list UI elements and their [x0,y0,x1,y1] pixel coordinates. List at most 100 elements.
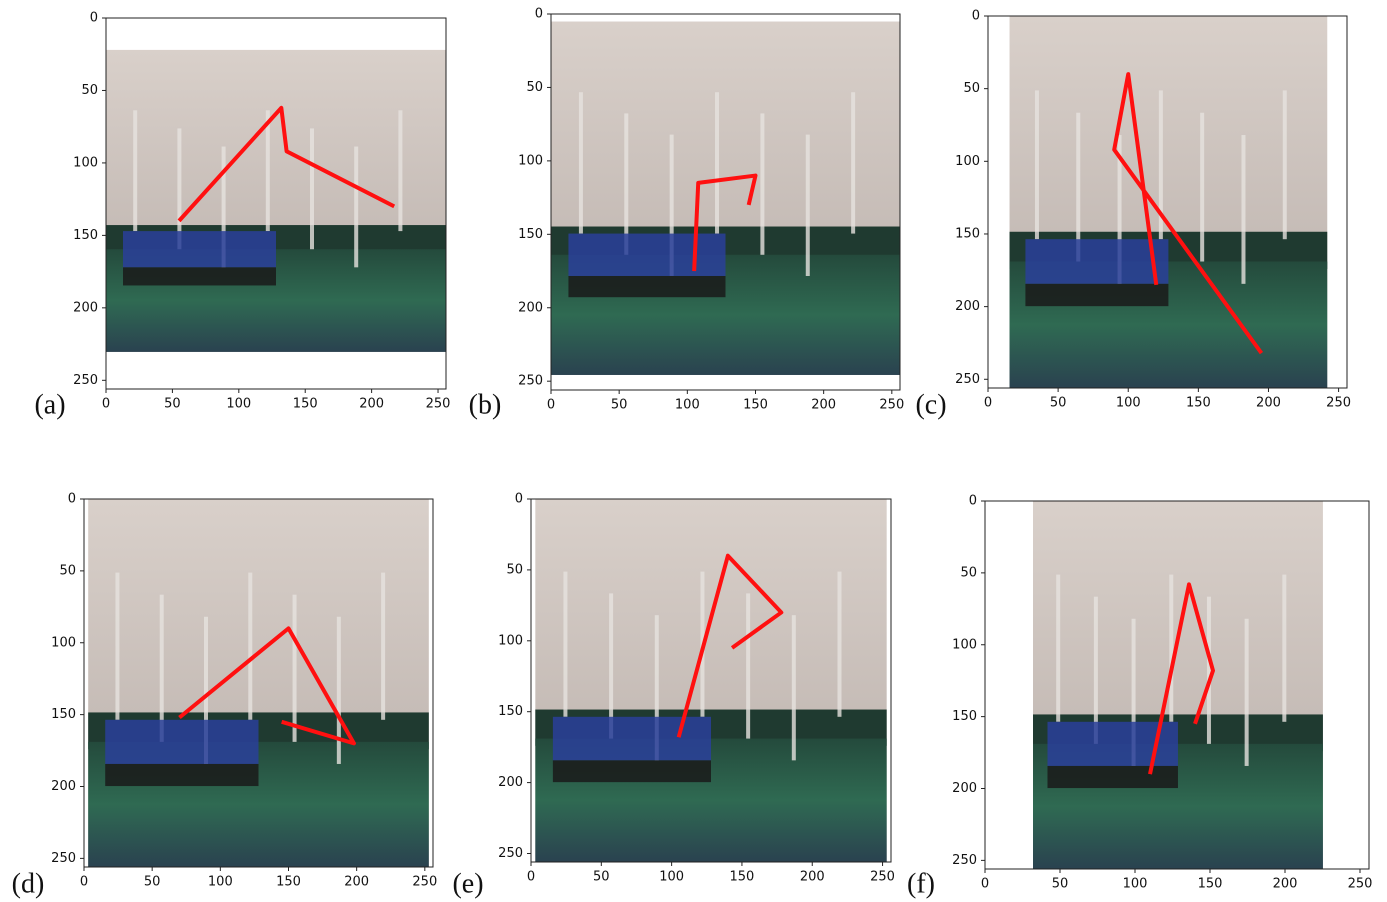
y-tick-label: 150 [498,704,523,719]
photo-tower [760,113,764,254]
photo-machine [105,720,258,764]
x-tick-label: 200 [344,875,369,890]
x-tick-label: 200 [1273,877,1298,892]
photo-tower [1282,575,1286,722]
x-tick-label: 50 [164,397,181,412]
x-tick-label: 100 [208,875,233,890]
x-tick-label: 250 [879,398,904,413]
panel-label: (d) [12,868,45,899]
x-tick-label: 150 [730,870,755,885]
y-tick-label: 200 [955,299,980,314]
x-tick-label: 250 [1348,877,1373,892]
y-tick-label: 0 [90,11,98,26]
photo-tower [837,572,841,717]
photo-tracks [123,267,276,285]
photo-tower [806,135,810,276]
photo-tower [1241,135,1245,284]
y-tick-label: 250 [51,851,76,866]
photo-tower [115,573,119,720]
y-tick-label: 150 [952,709,977,724]
figure: 0 50 100 150 200 250 0 50 100 150 200 250 (a) 0 50 100 1… [0,0,1387,902]
x-tick-label: 200 [811,398,836,413]
photo-tower [715,92,719,233]
photo-machine [568,234,725,276]
panel-label: (a) [34,389,65,420]
photo-tower [266,110,270,231]
panel-label: (f) [907,868,935,899]
photo-tower [381,573,385,720]
photo-tower [1283,90,1287,239]
y-tick-label: 0 [972,9,980,24]
y-tick-label: 250 [955,372,980,387]
x-tick-label: 50 [144,875,161,890]
x-tick-label: 0 [80,875,88,890]
y-tick-label: 250 [73,373,98,388]
photo-tower [1169,575,1173,722]
photo-tower [398,110,402,231]
y-tick-label: 250 [518,374,543,389]
panel-label: (b) [469,389,502,420]
y-tick-label: 200 [498,775,523,790]
x-tick-label: 200 [800,870,825,885]
y-tick-label: 100 [498,633,523,648]
x-tick-label: 150 [276,875,301,890]
photo-machine [1025,239,1168,284]
y-tick-label: 150 [73,228,98,243]
photo-tower [1035,90,1039,239]
x-tick-label: 100 [675,398,700,413]
x-tick-label: 50 [593,870,610,885]
y-tick-label: 150 [955,226,980,241]
photo-tower [579,92,583,233]
photo-tower [354,147,358,268]
y-tick-label: 200 [952,781,977,796]
x-tick-label: 150 [743,398,768,413]
photo-tower [1056,575,1060,722]
photo-tower [1207,597,1211,744]
y-tick-label: 200 [73,300,98,315]
photo-tower [563,572,567,717]
y-tick-label: 200 [518,300,543,315]
y-tick-label: 0 [68,492,76,507]
x-tick-label: 0 [102,397,110,412]
photo-tower [248,573,252,720]
x-tick-label: 100 [1116,396,1141,411]
photo-tower [293,595,297,742]
photo-tracks [105,764,258,786]
photo-tracks [1047,766,1177,788]
panel-label: (c) [915,389,946,420]
x-tick-label: 200 [1256,396,1281,411]
x-tick-label: 150 [1186,396,1211,411]
x-tick-label: 0 [984,396,992,411]
photo-tracks [1025,284,1168,306]
x-tick-label: 50 [611,398,628,413]
x-tick-label: 0 [547,398,555,413]
x-tick-label: 50 [1052,877,1069,892]
photo-tower [792,615,796,760]
x-tick-label: 50 [1050,396,1067,411]
y-tick-label: 100 [51,635,76,650]
photo-tower [1200,113,1204,262]
x-tick-label: 100 [1123,877,1148,892]
panel-label: (e) [452,868,483,899]
y-tick-label: 150 [518,227,543,242]
y-tick-label: 100 [952,637,977,652]
x-tick-label: 250 [412,875,437,890]
y-tick-label: 250 [952,853,977,868]
y-tick-label: 0 [969,494,977,509]
x-tick-label: 200 [359,397,384,412]
photo-tower [746,593,750,738]
x-tick-label: 250 [1326,396,1351,411]
y-tick-label: 50 [963,81,980,96]
y-tick-label: 50 [526,80,543,95]
x-tick-label: 250 [870,870,895,885]
x-tick-label: 100 [659,870,684,885]
x-tick-label: 0 [527,870,535,885]
y-tick-label: 50 [59,563,76,578]
y-tick-label: 50 [506,562,523,577]
x-tick-label: 0 [981,877,989,892]
photo-tower [851,92,855,233]
y-tick-label: 100 [518,153,543,168]
